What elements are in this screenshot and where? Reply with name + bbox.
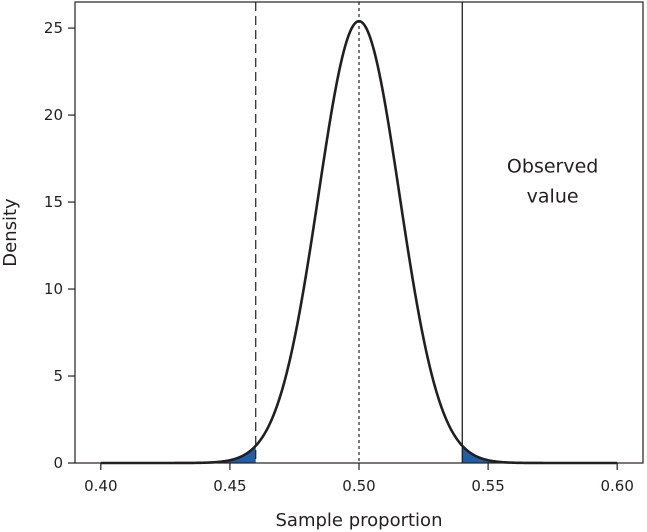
y-tick-label: 10 [44, 280, 63, 298]
x-tick-label: 0.60 [600, 477, 633, 495]
upper-tail-area [462, 445, 618, 463]
x-tick-label: 0.50 [342, 477, 375, 495]
y-tick-label: 5 [53, 367, 63, 385]
lower-tail-area [100, 445, 256, 463]
y-tick-label: 0 [53, 454, 63, 472]
x-tick-label: 0.40 [84, 477, 117, 495]
reference-lines [255, 2, 463, 463]
x-tick-label: 0.45 [213, 477, 246, 495]
x-axis: 0.40 0.45 0.50 0.55 0.60 [84, 463, 634, 495]
y-tick-label: 20 [44, 106, 63, 124]
y-tick-label: 15 [44, 193, 63, 211]
annotations: Observed value [507, 155, 598, 207]
y-axis: 0 5 10 15 20 25 [44, 19, 75, 472]
x-tick-label: 0.55 [471, 477, 504, 495]
y-axis-title: Density [0, 198, 21, 267]
y-tick-label: 25 [44, 19, 63, 37]
annotation-line: value [527, 185, 579, 207]
x-axis-title: Sample proportion [276, 510, 443, 531]
observed-value-label: Observed value [507, 155, 598, 207]
shaded-tails [100, 445, 618, 463]
annotation-line: Observed [507, 155, 598, 177]
